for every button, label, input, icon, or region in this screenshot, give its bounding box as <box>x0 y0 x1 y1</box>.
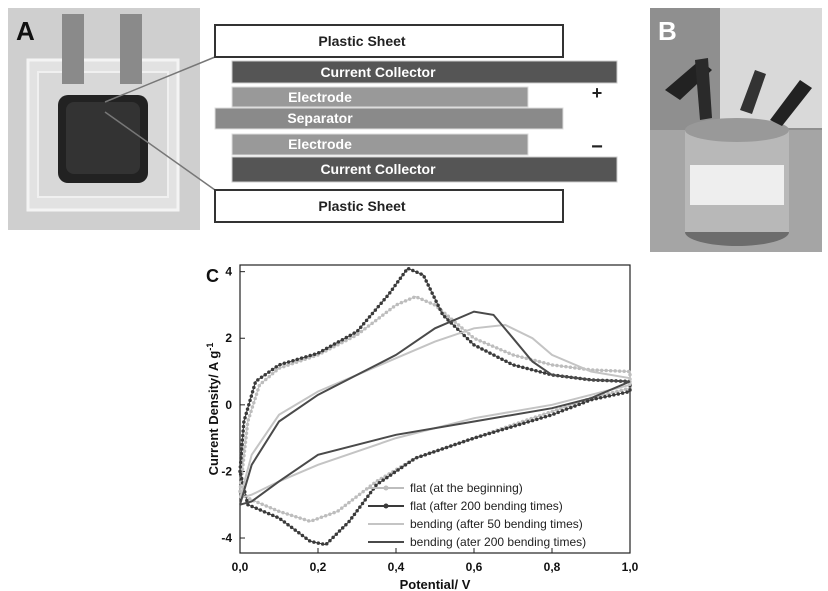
x-tick-label: 0,6 <box>466 560 483 574</box>
x-tick-label: 0,8 <box>544 560 561 574</box>
polarity: + <box>592 83 603 103</box>
y-axis-label-main: Current Density/ A g <box>206 351 221 476</box>
figure: A Plastic Sheet Current Collector Electr… <box>0 0 828 591</box>
y-tick-label: 2 <box>225 331 232 345</box>
legend-dot <box>384 504 389 509</box>
legend-label: flat (at the beginning) <box>410 481 523 495</box>
layer-label: Separator <box>287 110 353 126</box>
legend-dot <box>384 486 389 491</box>
layer-label: Electrode <box>288 136 352 152</box>
curve <box>240 325 630 498</box>
y-tick-label: 0 <box>225 398 232 412</box>
x-tick-label: 0,2 <box>310 560 327 574</box>
panel-label: C <box>206 266 219 286</box>
y-tick-label: -4 <box>221 531 232 545</box>
layer-electrode <box>232 134 528 155</box>
x-tick-label: 0,0 <box>232 560 249 574</box>
y-tick-label: -2 <box>221 464 232 478</box>
y-axis-label-sup: -1 <box>205 343 215 351</box>
layer-electrode <box>232 87 528 107</box>
polarity: − <box>591 136 603 158</box>
plot: 0,0 0,2 0,4 0,6 0,8 1,0 -4 -2 0 2 4 flat (at the be… <box>221 265 638 574</box>
layer-label: Current Collector <box>320 161 436 177</box>
legend-label: bending (ater 200 bending times) <box>410 535 586 549</box>
y-tick-label: 4 <box>225 265 232 279</box>
x-axis-label: Potential/ V <box>400 577 471 591</box>
layer-label: Current Collector <box>320 64 436 80</box>
panel-label: A <box>16 16 35 46</box>
photo-a <box>8 8 200 230</box>
layer-label: Plastic Sheet <box>318 33 405 49</box>
legend-label: flat (after 200 bending times) <box>410 499 563 513</box>
y-axis-label: Current Density/ A g-1 <box>205 343 221 476</box>
layer-label: Electrode <box>288 89 352 105</box>
panel-label: B <box>658 16 677 46</box>
legend-label: bending (after 50 bending times) <box>410 517 583 531</box>
layer-separator <box>215 108 563 129</box>
x-tick-label: 0,4 <box>388 560 405 574</box>
layer-label: Plastic Sheet <box>318 198 405 214</box>
x-tick-label: 1,0 <box>622 560 639 574</box>
